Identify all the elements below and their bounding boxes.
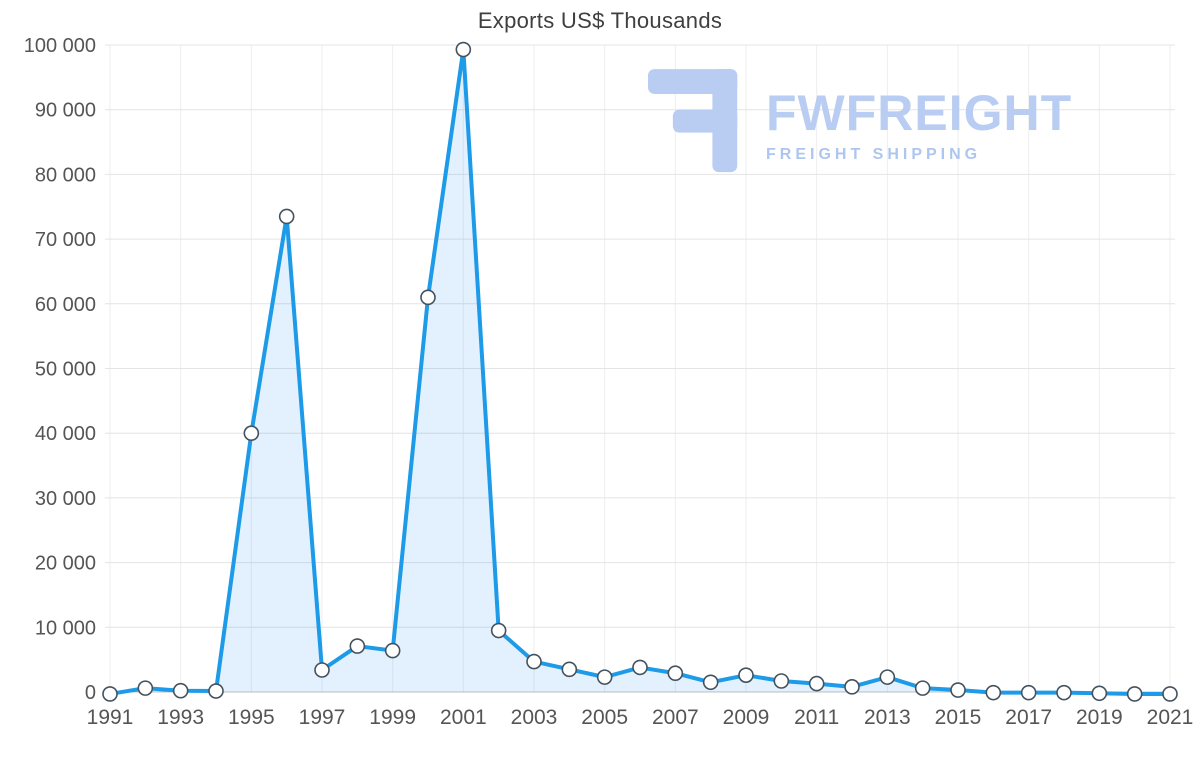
data-point-marker[interactable] xyxy=(632,659,648,676)
data-point-marker[interactable] xyxy=(985,684,1002,701)
data-point-marker[interactable] xyxy=(844,679,860,695)
y-tick-label: 50 000 xyxy=(35,359,96,381)
data-point-marker[interactable] xyxy=(738,667,754,683)
y-tick-label: 80 000 xyxy=(35,164,96,186)
y-tick-label: 90 000 xyxy=(35,100,96,122)
data-point-marker[interactable] xyxy=(914,680,931,696)
data-point-marker[interactable] xyxy=(455,41,472,58)
x-tick-label: 2009 xyxy=(723,706,770,729)
data-point-marker[interactable] xyxy=(243,425,260,442)
y-tick-label: 60 000 xyxy=(35,294,96,316)
data-point-marker[interactable] xyxy=(596,669,613,685)
y-tick-label: 0 xyxy=(85,682,96,704)
data-point-marker[interactable] xyxy=(102,686,118,702)
x-tick-label: 1995 xyxy=(228,706,275,729)
y-tick-label: 100 000 xyxy=(24,35,96,57)
x-tick-label: 1993 xyxy=(157,706,204,729)
x-tick-label: 1999 xyxy=(369,706,416,729)
data-point-marker[interactable] xyxy=(278,208,295,225)
x-tick-label: 2017 xyxy=(1005,706,1052,729)
y-tick-label: 10 000 xyxy=(35,617,96,639)
data-point-marker[interactable] xyxy=(667,665,684,682)
data-point-marker[interactable] xyxy=(490,622,507,639)
data-point-marker[interactable] xyxy=(526,653,542,670)
data-point-marker[interactable] xyxy=(808,675,825,692)
data-point-marker[interactable] xyxy=(1162,686,1178,702)
x-tick-label: 2019 xyxy=(1076,706,1123,729)
data-point-marker[interactable] xyxy=(879,669,896,685)
data-point-marker[interactable] xyxy=(349,638,366,654)
data-point-marker[interactable] xyxy=(1020,684,1037,701)
y-tick-label: 20 000 xyxy=(35,553,96,575)
y-tick-label: 30 000 xyxy=(35,488,96,510)
x-tick-label: 1991 xyxy=(87,706,134,729)
data-point-marker[interactable] xyxy=(172,682,189,699)
y-tick-label: 70 000 xyxy=(35,229,96,251)
data-point-marker[interactable] xyxy=(773,673,790,689)
x-tick-label: 2003 xyxy=(511,706,558,729)
data-point-marker[interactable] xyxy=(137,680,154,696)
chart-title: Exports US$ Thousands xyxy=(477,8,723,33)
x-tick-label: 2001 xyxy=(440,706,487,729)
data-point-marker[interactable] xyxy=(561,661,578,678)
data-point-marker[interactable] xyxy=(420,289,436,306)
x-tick-label: 2011 xyxy=(794,706,839,729)
data-point-marker[interactable] xyxy=(384,642,401,659)
data-point-marker[interactable] xyxy=(950,682,966,698)
data-point-marker[interactable] xyxy=(702,674,719,691)
x-tick-label: 2013 xyxy=(864,706,911,729)
data-point-marker[interactable] xyxy=(314,662,330,678)
x-tick-label: 2015 xyxy=(935,706,982,729)
x-tick-label: 2007 xyxy=(652,706,699,729)
area-fill xyxy=(110,49,1170,694)
data-point-marker[interactable] xyxy=(1056,684,1072,701)
data-point-marker[interactable] xyxy=(208,683,224,699)
x-tick-label: 2005 xyxy=(581,706,628,729)
x-tick-label: 2021 xyxy=(1147,706,1194,729)
data-point-marker[interactable] xyxy=(1091,685,1108,702)
data-point-marker[interactable] xyxy=(1126,686,1143,702)
x-tick-label: 1997 xyxy=(299,706,346,729)
y-tick-label: 40 000 xyxy=(35,423,96,445)
